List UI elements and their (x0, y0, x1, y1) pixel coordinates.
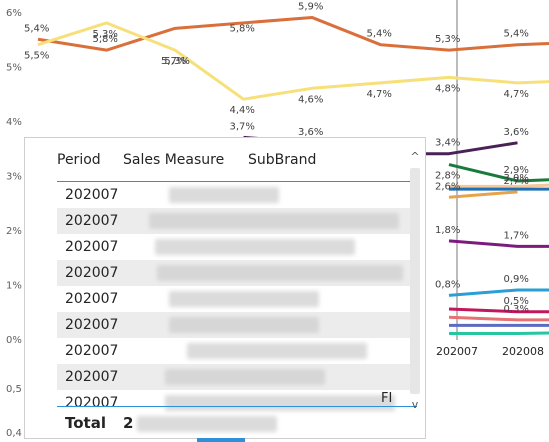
y-tick-label: 3% (6, 172, 22, 183)
data-label: 1,8% (435, 225, 460, 236)
table-total-row: Total 2 (57, 406, 417, 438)
period-cell: 202007 (65, 213, 119, 229)
period-cell: 202007 (65, 317, 119, 333)
data-label: 5,8% (93, 34, 118, 45)
data-label: 3,7% (230, 121, 255, 132)
table-header: Period Sales Measure SubBrand (57, 138, 417, 182)
x-tick-label: 202008 (502, 345, 544, 358)
data-label: 5,3% (164, 56, 189, 67)
series-line (448, 307, 549, 314)
data-label: 0,8% (435, 279, 460, 290)
data-label: 4,6% (298, 94, 323, 105)
table-row[interactable]: 202007 (57, 182, 417, 208)
series-line (448, 315, 549, 322)
series-line (448, 190, 518, 199)
table-row[interactable]: 202007 (57, 260, 417, 286)
redacted-cell (157, 265, 403, 281)
period-cell: 202007 (65, 187, 119, 203)
period-cell: 202007 (65, 395, 119, 411)
y-tick-label: 6% (6, 8, 22, 19)
table-row[interactable]: 202007 (57, 234, 417, 260)
data-label: 5,4% (504, 29, 529, 40)
data-label: 5,7% (161, 56, 186, 67)
table-row[interactable]: 202007 (57, 286, 417, 312)
redacted-cell (149, 213, 399, 229)
data-label: 2,8% (435, 170, 460, 181)
data-label: 5,4% (367, 29, 392, 40)
period-cell: 202007 (65, 291, 119, 307)
data-label: 4,4% (230, 105, 255, 116)
table-body: 202007 202007 202007 202007 202007 20200… (57, 182, 417, 416)
table-row[interactable]: 202007 (57, 338, 417, 364)
scroll-thumb[interactable] (410, 168, 420, 394)
data-label: 5,8% (230, 23, 255, 34)
redacted-cell (155, 239, 355, 255)
data-label: 5,4% (24, 23, 49, 34)
header-sales-measure[interactable]: Sales Measure (123, 151, 225, 168)
series-line (448, 163, 549, 183)
data-label: 2,9% (504, 165, 529, 176)
period-cell: 202007 (65, 265, 119, 281)
redacted-cell (169, 187, 279, 203)
data-label: 5,3% (435, 34, 460, 45)
y-tick-label: 5% (6, 63, 22, 74)
data-label: 4,7% (367, 89, 392, 100)
data-label: 4,7% (504, 89, 529, 100)
redacted-cell (165, 369, 325, 385)
scroll-down-icon[interactable]: v (411, 398, 419, 411)
data-label: 3,0% (504, 173, 529, 184)
focus-accent (197, 438, 245, 442)
scroll-up-icon[interactable]: ^ (410, 150, 420, 163)
data-label: 0,9% (504, 274, 529, 285)
data-label: 2,7% (504, 176, 529, 187)
header-subbrand[interactable]: SubBrand (248, 151, 317, 168)
series-line (448, 288, 549, 297)
period-cell: 202007 (65, 369, 119, 385)
redacted-total (137, 416, 277, 432)
data-label: 0,3% (504, 304, 529, 315)
total-value-prefix: 2 (123, 413, 134, 432)
series-line (448, 239, 549, 248)
y-tick-label: 4% (6, 117, 22, 128)
x-tick-label: 202007 (436, 345, 478, 358)
period-cell: 202007 (65, 343, 119, 359)
data-label: 3,6% (298, 127, 323, 138)
redacted-cell (187, 343, 367, 359)
series-line (449, 183, 549, 188)
y-tick-label: 0,4 (6, 428, 22, 439)
redacted-cell (169, 317, 319, 333)
series-line (37, 15, 549, 52)
series-line (37, 21, 549, 101)
period-cell: 202007 (65, 239, 119, 255)
y-tick-label: 0,5 (6, 384, 22, 395)
table-row[interactable]: 202007 (57, 312, 417, 338)
table-row[interactable]: 202007 (57, 208, 417, 234)
data-label: 3,6% (504, 127, 529, 138)
data-label: 4,8% (435, 83, 460, 94)
data-label: 2,6% (435, 181, 460, 192)
table-row[interactable]: 202007 (57, 364, 417, 390)
header-period[interactable]: Period (57, 151, 101, 168)
redacted-cell (169, 291, 319, 307)
y-tick-label: 1% (6, 281, 22, 292)
y-tick-label: 2% (6, 226, 22, 237)
data-label: 5,9% (298, 1, 323, 12)
redacted-cell (165, 395, 395, 411)
y-tick-label: 0% (6, 335, 22, 346)
data-label: 1,7% (504, 230, 529, 241)
table-scrollbar[interactable]: ^ v (409, 150, 421, 412)
data-label: 0,5% (504, 296, 529, 307)
series-line (449, 331, 549, 336)
data-label: 5,5% (24, 51, 49, 62)
table-row[interactable]: 202007 (57, 390, 417, 416)
total-label: Total (65, 413, 106, 432)
data-label: 3,4% (435, 138, 460, 149)
tooltip-table: Period Sales Measure SubBrand 202007 202… (24, 137, 426, 439)
data-label: 5,3% (93, 29, 118, 40)
truncated-cell-text: FI (381, 391, 393, 406)
